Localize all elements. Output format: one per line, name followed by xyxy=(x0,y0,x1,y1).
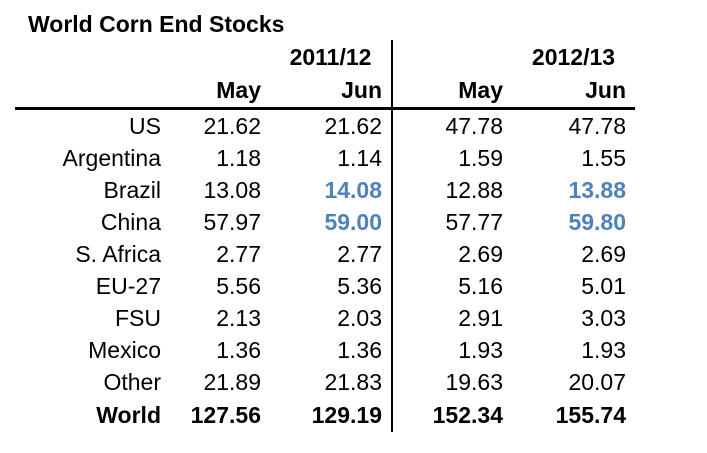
table-row-mexico: Mexico 1.36 1.36 1.93 1.93 xyxy=(15,334,635,366)
row-label: World xyxy=(96,401,161,428)
row-label: Argentina xyxy=(62,144,161,171)
value-cell-highlighted: 13.88 xyxy=(568,176,626,203)
table-row-brazil: Brazil 13.08 14.08 12.88 13.88 xyxy=(15,174,635,206)
value-cell-highlighted: 14.08 xyxy=(324,176,382,203)
value-cell-highlighted: 59.00 xyxy=(324,208,382,235)
row-label: EU-27 xyxy=(95,272,161,299)
corn-end-stocks-table: 2011/12 2012/13 May Jun May Jun US 21.62… xyxy=(15,40,635,432)
row-label: Mexico xyxy=(88,336,161,363)
spacer-cell-divider xyxy=(391,40,512,74)
value-cell: 2.69 xyxy=(391,238,512,270)
row-label: US xyxy=(129,112,161,139)
value-cell: 21.62 xyxy=(203,112,261,139)
value-cell: 1.55 xyxy=(581,144,626,171)
col-header-jun-1: Jun xyxy=(270,74,392,110)
value-cell: 127.56 xyxy=(190,401,261,428)
value-cell: 5.01 xyxy=(581,272,626,299)
year-group-2012-13: 2012/13 xyxy=(531,43,616,70)
value-cell: 57.97 xyxy=(203,208,261,235)
value-cell: 57.77 xyxy=(391,206,512,238)
value-cell: 2.03 xyxy=(337,304,382,331)
table-row-other: Other 21.89 21.83 19.63 20.07 xyxy=(15,366,635,398)
month-header-row: May Jun May Jun xyxy=(15,74,635,110)
table-row-world-total: World 127.56 129.19 152.34 155.74 xyxy=(15,398,635,432)
table-row-fsu: FSU 2.13 2.03 2.91 3.03 xyxy=(15,302,635,334)
value-cell: 12.88 xyxy=(391,174,512,206)
value-cell: 47.78 xyxy=(391,108,512,142)
value-cell: 2.91 xyxy=(391,302,512,334)
year-header-row: 2011/12 2012/13 xyxy=(15,40,635,74)
spacer-cell xyxy=(170,40,270,74)
value-cell: 2.69 xyxy=(581,240,626,267)
value-cell: 2.77 xyxy=(216,240,261,267)
row-label: S. Africa xyxy=(75,240,161,267)
row-label: China xyxy=(100,208,161,235)
row-label: Brazil xyxy=(103,176,161,203)
value-cell: 21.62 xyxy=(324,112,382,139)
value-cell: 1.18 xyxy=(216,144,261,171)
value-cell: 20.07 xyxy=(568,368,626,395)
table-row-argentina: Argentina 1.18 1.14 1.59 1.55 xyxy=(15,142,635,174)
value-cell: 19.63 xyxy=(391,366,512,398)
value-cell: 1.14 xyxy=(337,144,382,171)
value-cell: 1.36 xyxy=(337,336,382,363)
spacer-cell xyxy=(15,40,170,74)
col-header-may-2: May xyxy=(391,74,512,110)
value-cell: 1.93 xyxy=(391,334,512,366)
year-group-2011-12: 2011/12 xyxy=(289,43,372,70)
page-title: World Corn End Stocks xyxy=(28,11,285,37)
value-cell: 129.19 xyxy=(311,401,382,428)
row-label: Other xyxy=(103,368,161,395)
table-row-us: US 21.62 21.62 47.78 47.78 xyxy=(15,108,635,142)
value-cell: 1.93 xyxy=(581,336,626,363)
row-label: FSU xyxy=(115,304,161,331)
value-cell: 2.77 xyxy=(337,240,382,267)
table-row-s-africa: S. Africa 2.77 2.77 2.69 2.69 xyxy=(15,238,635,270)
value-cell: 155.74 xyxy=(555,401,626,428)
value-cell: 13.08 xyxy=(203,176,261,203)
value-cell: 5.56 xyxy=(216,272,261,299)
value-cell: 21.83 xyxy=(324,368,382,395)
col-header-jun-2: Jun xyxy=(512,74,635,110)
value-cell: 47.78 xyxy=(568,112,626,139)
value-cell: 3.03 xyxy=(581,304,626,331)
value-cell: 5.36 xyxy=(337,272,382,299)
value-cell: 5.16 xyxy=(391,270,512,302)
value-cell: 21.89 xyxy=(203,368,261,395)
value-cell: 1.59 xyxy=(391,142,512,174)
value-cell: 1.36 xyxy=(216,336,261,363)
spacer-cell xyxy=(15,74,170,110)
col-header-may-1: May xyxy=(170,74,270,110)
table-row-china: China 57.97 59.00 57.77 59.80 xyxy=(15,206,635,238)
table-row-eu-27: EU-27 5.56 5.36 5.16 5.01 xyxy=(15,270,635,302)
value-cell-highlighted: 59.80 xyxy=(568,208,626,235)
value-cell: 2.13 xyxy=(216,304,261,331)
value-cell: 152.34 xyxy=(391,398,512,432)
